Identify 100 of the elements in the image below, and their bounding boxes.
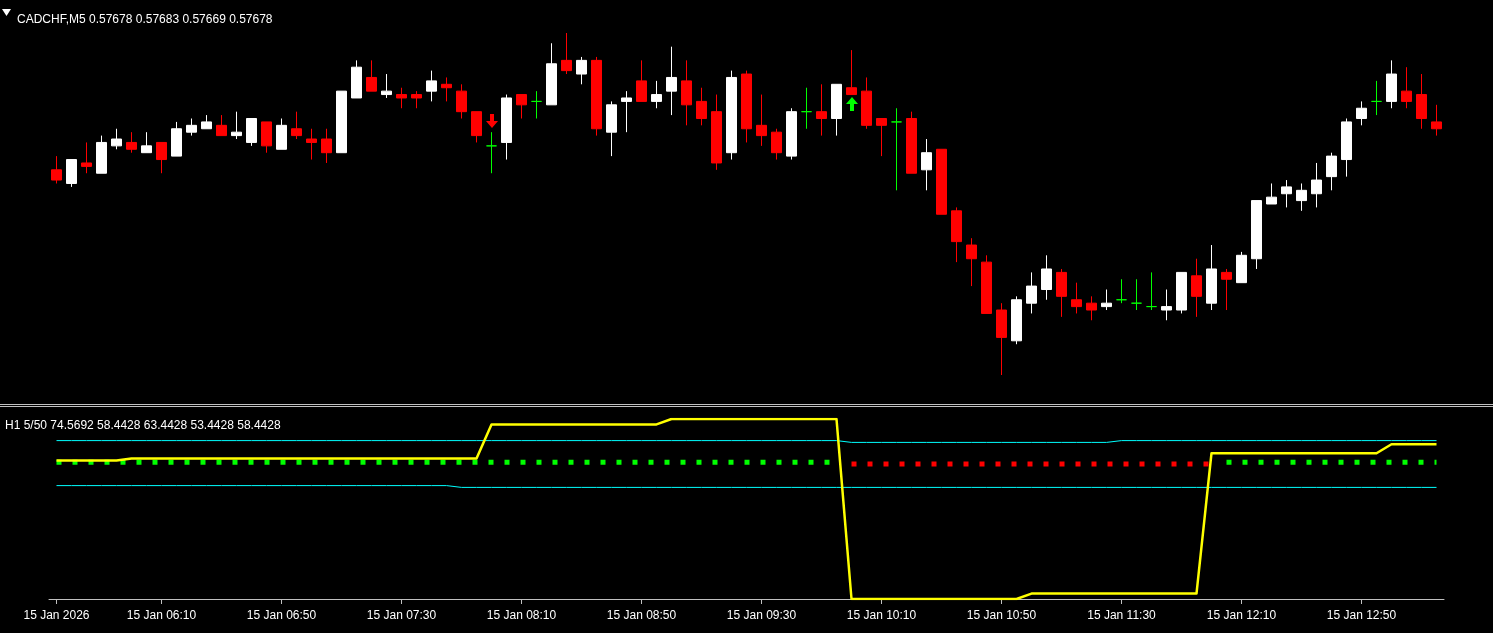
- candlestick: [636, 59, 647, 102]
- candlestick: [1131, 278, 1142, 311]
- candlestick: [996, 302, 1007, 376]
- candlestick: [1146, 271, 1157, 311]
- candlestick: [306, 128, 317, 161]
- candlestick: [1011, 295, 1022, 345]
- candlestick: [681, 59, 692, 126]
- candlestick: [711, 94, 722, 171]
- candlestick: [1416, 73, 1427, 130]
- candlestick: [261, 121, 272, 154]
- candlestick: [381, 73, 392, 99]
- candlestick: [456, 83, 467, 119]
- x-tick-label: 15 Jan 07:30: [366, 608, 437, 622]
- candlestick: [486, 131, 497, 174]
- candlestick: [831, 83, 842, 137]
- candlestick: [861, 76, 872, 130]
- candlestick: [771, 128, 782, 161]
- candlestick: [81, 141, 92, 174]
- candlestick: [186, 118, 197, 137]
- candlestick: [666, 46, 677, 116]
- candlestick: [561, 32, 572, 75]
- candlestick: [951, 206, 962, 263]
- candlestick: [921, 138, 932, 191]
- candlestick: [1236, 251, 1247, 284]
- candlestick: [156, 141, 167, 174]
- candlestick: [411, 90, 422, 109]
- candlestick: [1116, 278, 1127, 304]
- x-tick-label: 15 Jan 2026: [23, 608, 90, 622]
- candlestick: [1251, 200, 1262, 270]
- chart-title: CADCHF,M5 0.57678 0.57683 0.57669 0.57678: [17, 12, 273, 26]
- candlestick: [1356, 100, 1367, 126]
- x-tick-label: 15 Jan 06:10: [126, 608, 197, 622]
- x-tick-label: 15 Jan 10:10: [846, 608, 917, 622]
- candlestick: [336, 90, 347, 154]
- candlestick: [291, 111, 302, 140]
- candlestick: [1296, 182, 1307, 212]
- candlestick: [576, 56, 587, 85]
- candlestick: [96, 135, 107, 174]
- x-tick-label: 15 Jan 09:30: [726, 608, 797, 622]
- candlestick: [1371, 80, 1382, 116]
- candlestick: [231, 111, 242, 140]
- candlestick: [1101, 289, 1112, 311]
- candlestick: [1176, 271, 1187, 314]
- candlestick: [696, 87, 707, 126]
- candlestick: [1311, 162, 1322, 208]
- candlestick: [1206, 244, 1217, 311]
- candlestick: [201, 114, 212, 130]
- x-tick-label: 15 Jan 11:30: [1087, 608, 1157, 622]
- candlestick: [516, 94, 527, 119]
- candlestick: [1281, 179, 1292, 208]
- candlestick: [171, 121, 182, 157]
- candlestick: [981, 254, 992, 314]
- candlestick: [141, 131, 152, 154]
- candlestick: [531, 90, 542, 119]
- candlestick: [1266, 182, 1277, 205]
- candlestick: [1221, 268, 1232, 311]
- candlestick: [1161, 289, 1172, 321]
- candlestick: [1026, 271, 1037, 314]
- candlestick: [546, 42, 557, 106]
- candlestick: [1041, 254, 1052, 301]
- x-tick-label: 15 Jan 10:50: [966, 608, 1037, 622]
- candlestick: [816, 83, 827, 137]
- candlestick: [846, 49, 857, 96]
- candlestick: [1401, 66, 1412, 109]
- candlestick: [936, 148, 947, 215]
- candlestick: [66, 159, 77, 188]
- candlestick: [111, 128, 122, 150]
- candlestick: [606, 100, 617, 157]
- candlestick: [651, 80, 662, 109]
- candlestick: [786, 107, 797, 161]
- candlestick: [906, 111, 917, 174]
- candlestick: [741, 70, 752, 143]
- candlestick: [51, 155, 62, 184]
- candlestick: [366, 59, 377, 92]
- candlestick: [1056, 268, 1067, 318]
- x-tick-label: 15 Jan 08:50: [606, 608, 677, 622]
- candlestick: [756, 94, 767, 147]
- candlestick: [441, 76, 452, 102]
- candlestick: [426, 70, 437, 102]
- chart-title: H1 5/50 74.5692 58.4428 63.4428 53.4428 58.4428: [5, 418, 281, 432]
- candlestick: [396, 87, 407, 109]
- x-tick-label: 15 Jan 06:50: [246, 608, 317, 622]
- candlestick: [876, 118, 887, 157]
- x-tick-label: 15 Jan 12:10: [1206, 608, 1277, 622]
- x-tick-label: 15 Jan 12:50: [1326, 608, 1397, 622]
- candlestick: [321, 128, 332, 164]
- candlestick: [1386, 59, 1397, 109]
- candlestick: [801, 87, 812, 130]
- candlestick: [471, 111, 482, 143]
- candlestick: [1326, 152, 1337, 191]
- candlestick: [501, 94, 512, 161]
- candlestick: [726, 70, 737, 161]
- x-tick-label: 15 Jan 08:10: [486, 608, 557, 622]
- candlestick: [276, 118, 287, 150]
- candlestick: [591, 56, 602, 137]
- candlestick: [216, 114, 227, 137]
- candlestick: [1341, 118, 1352, 178]
- candlestick: [621, 90, 632, 133]
- candlestick: [1191, 258, 1202, 318]
- candlestick: [1431, 104, 1442, 137]
